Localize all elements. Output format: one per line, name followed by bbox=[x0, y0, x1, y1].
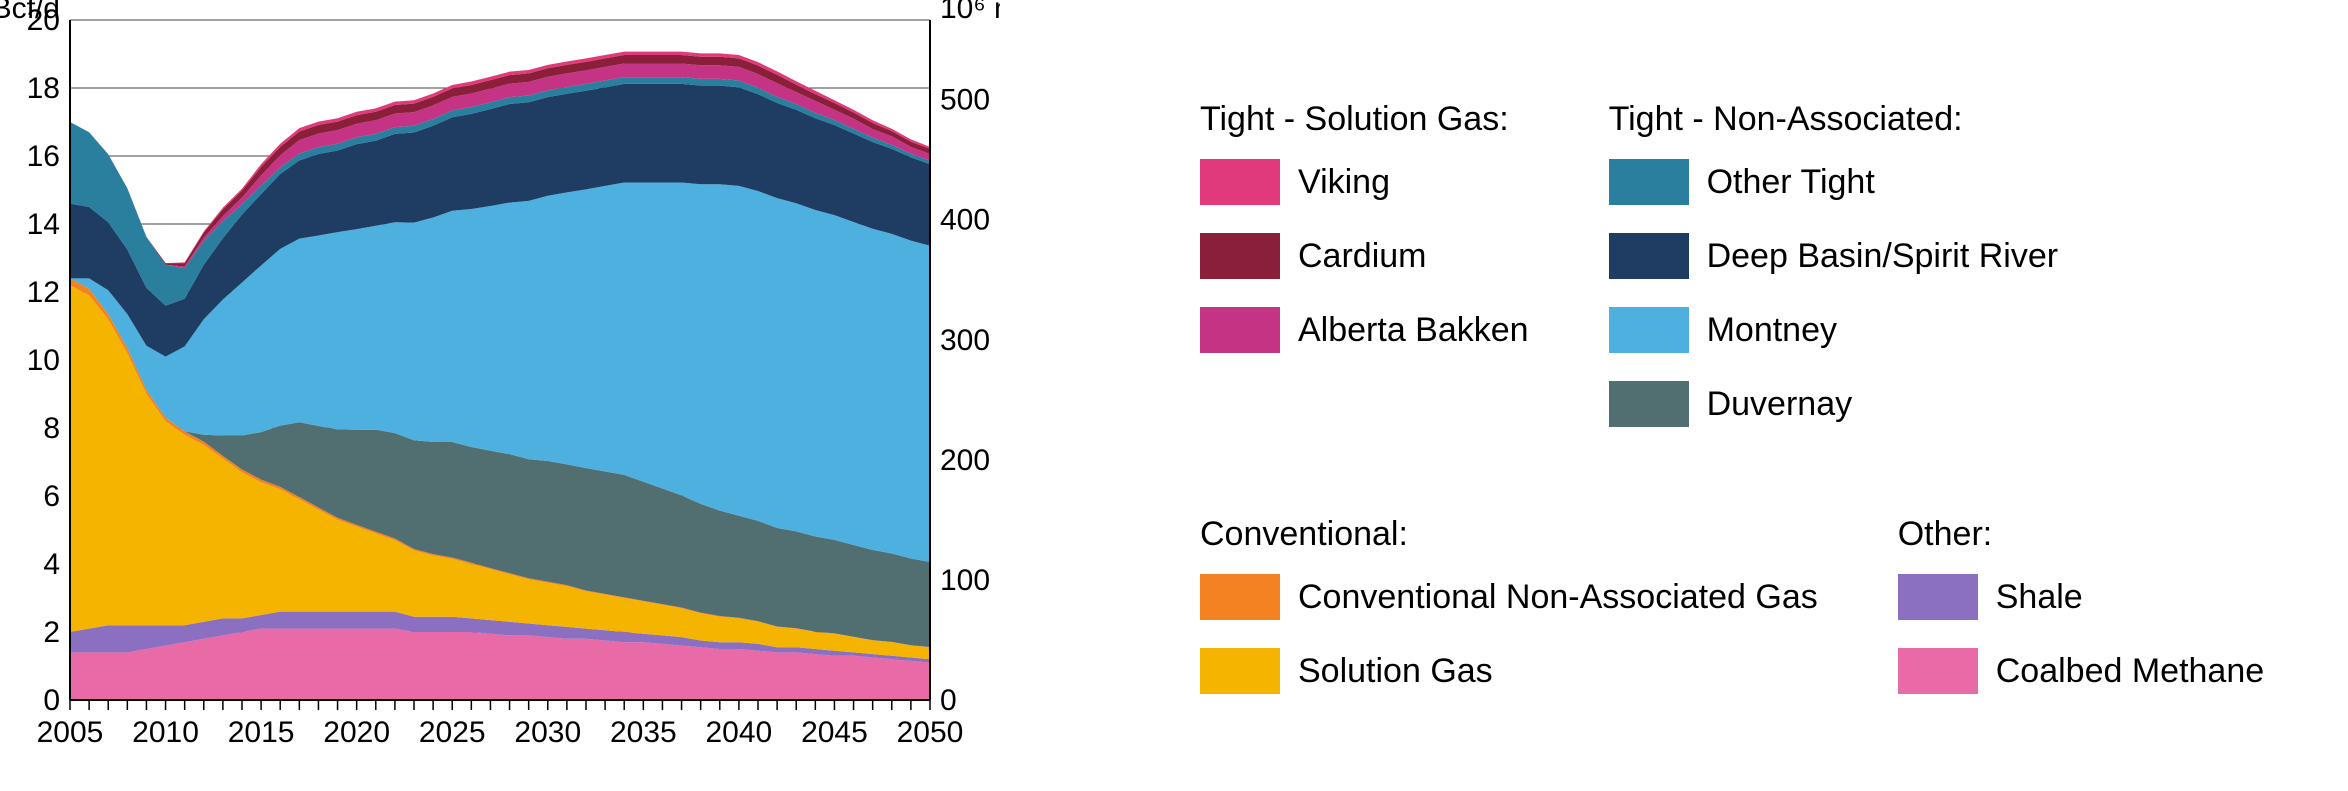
legend-group-title: Other: bbox=[1898, 515, 2264, 554]
legend-item: Other Tight bbox=[1609, 159, 2058, 205]
legend-label: Conventional Non-Associated Gas bbox=[1298, 578, 1818, 617]
legend-swatch bbox=[1898, 574, 1978, 620]
svg-text:2020: 2020 bbox=[323, 716, 390, 749]
legend-label: Alberta Bakken bbox=[1298, 311, 1529, 350]
svg-text:500: 500 bbox=[940, 84, 990, 117]
legend-swatch bbox=[1200, 648, 1280, 694]
svg-text:2030: 2030 bbox=[514, 716, 581, 749]
legend-label: Cardium bbox=[1298, 237, 1426, 276]
svg-text:2025: 2025 bbox=[419, 716, 486, 749]
svg-text:4: 4 bbox=[43, 548, 60, 581]
legend-swatch bbox=[1200, 307, 1280, 353]
legend-item: Alberta Bakken bbox=[1200, 307, 1529, 353]
legend-item: Montney bbox=[1609, 307, 2058, 353]
svg-text:12: 12 bbox=[27, 276, 60, 309]
legend-label: Solution Gas bbox=[1298, 652, 1493, 691]
legend-label: Shale bbox=[1996, 578, 2083, 617]
legend-swatch bbox=[1898, 648, 1978, 694]
legend-swatch bbox=[1609, 307, 1689, 353]
svg-text:2035: 2035 bbox=[610, 716, 677, 749]
legend-item: Conventional Non-Associated Gas bbox=[1200, 574, 1818, 620]
legend-item: Shale bbox=[1898, 574, 2264, 620]
svg-text:10⁶ m³/d: 10⁶ m³/d bbox=[940, 0, 1000, 25]
svg-text:Bcf/d: Bcf/d bbox=[0, 0, 60, 25]
legend-item: Coalbed Methane bbox=[1898, 648, 2264, 694]
legend-swatch bbox=[1609, 381, 1689, 427]
legend-label: Viking bbox=[1298, 163, 1390, 202]
legend-swatch bbox=[1200, 159, 1280, 205]
svg-text:100: 100 bbox=[940, 564, 990, 597]
svg-text:2050: 2050 bbox=[897, 716, 964, 749]
legend-item: Duvernay bbox=[1609, 381, 2058, 427]
legend-label: Other Tight bbox=[1707, 163, 1875, 202]
legend: Tight - Solution Gas: Viking Cardium Albert… bbox=[1200, 70, 2344, 752]
svg-text:18: 18 bbox=[27, 72, 60, 105]
svg-text:16: 16 bbox=[27, 140, 60, 173]
legend-group-title: Tight - Solution Gas: bbox=[1200, 100, 1529, 139]
svg-text:10: 10 bbox=[27, 344, 60, 377]
svg-text:2015: 2015 bbox=[228, 716, 295, 749]
svg-text:2005: 2005 bbox=[37, 716, 104, 749]
legend-group-title: Conventional: bbox=[1200, 515, 1818, 554]
legend-label: Duvernay bbox=[1707, 385, 1853, 424]
svg-text:200: 200 bbox=[940, 444, 990, 477]
legend-item: Solution Gas bbox=[1200, 648, 1818, 694]
svg-text:0: 0 bbox=[940, 684, 957, 717]
svg-text:0: 0 bbox=[43, 684, 60, 717]
svg-text:8: 8 bbox=[43, 412, 60, 445]
legend-swatch bbox=[1200, 233, 1280, 279]
svg-text:2045: 2045 bbox=[801, 716, 868, 749]
legend-group-title: Tight - Non-Associated: bbox=[1609, 100, 2058, 139]
svg-text:14: 14 bbox=[27, 208, 60, 241]
legend-label: Montney bbox=[1707, 311, 1837, 350]
legend-label: Coalbed Methane bbox=[1996, 652, 2264, 691]
legend-item: Deep Basin/Spirit River bbox=[1609, 233, 2058, 279]
svg-text:2040: 2040 bbox=[706, 716, 773, 749]
svg-text:300: 300 bbox=[940, 324, 990, 357]
legend-swatch bbox=[1200, 574, 1280, 620]
legend-item: Cardium bbox=[1200, 233, 1529, 279]
svg-text:2010: 2010 bbox=[132, 716, 199, 749]
legend-label: Deep Basin/Spirit River bbox=[1707, 237, 2058, 276]
svg-text:400: 400 bbox=[940, 204, 990, 237]
svg-text:6: 6 bbox=[43, 480, 60, 513]
stacked-area-chart: 024681012141618200100200300400500Bcf/d10… bbox=[0, 0, 1000, 760]
legend-swatch bbox=[1609, 159, 1689, 205]
legend-item: Viking bbox=[1200, 159, 1529, 205]
svg-text:2: 2 bbox=[43, 616, 60, 649]
legend-swatch bbox=[1609, 233, 1689, 279]
